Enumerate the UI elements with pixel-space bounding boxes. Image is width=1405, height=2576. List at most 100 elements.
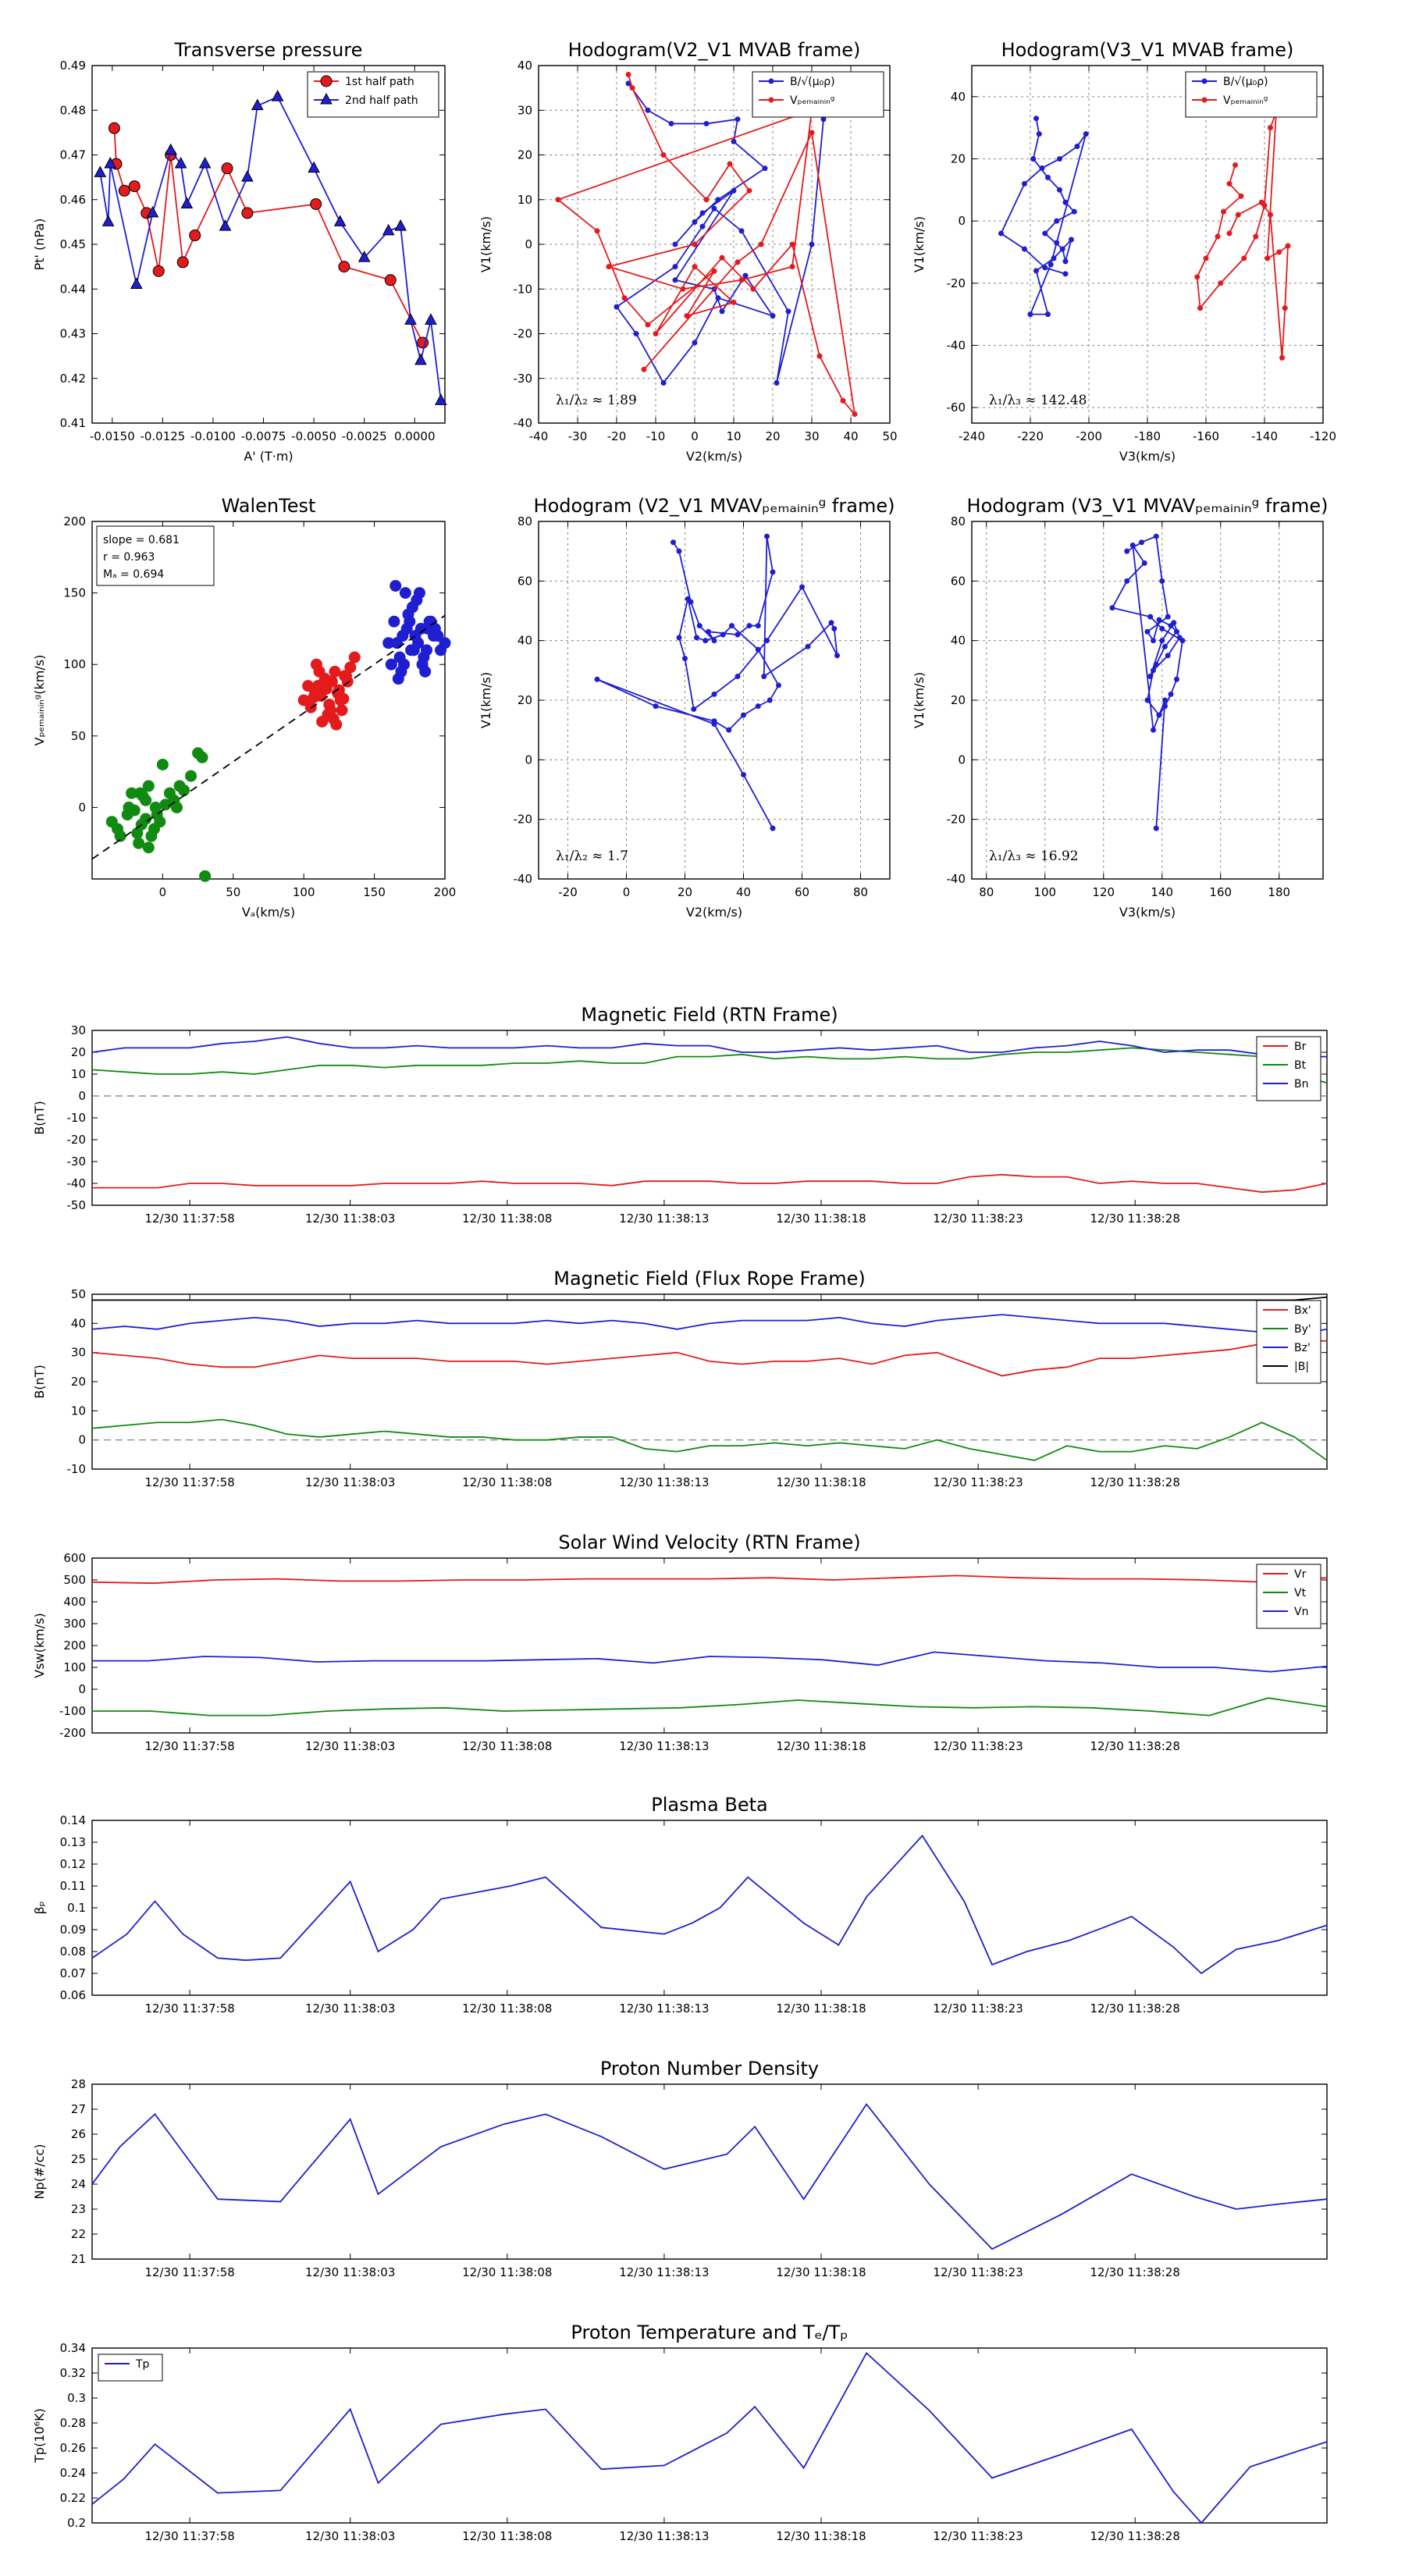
np-ytick-label-7: 28 (71, 2077, 86, 2091)
h2-frame (971, 65, 1324, 424)
h2-series-1-point-16 (1285, 243, 1291, 249)
h1-series-0-point-22 (672, 264, 678, 270)
h1-series-1-point-14 (621, 295, 628, 301)
walen-xtick-label-2: 100 (293, 885, 315, 899)
bflux-title: Magnetic Field (Flux Rope Frame) (553, 1268, 865, 1290)
h4-series-0-point-31 (1156, 712, 1162, 718)
walen-group-2-point-0 (385, 658, 397, 671)
h3-series-0-point-13 (828, 620, 834, 626)
bfield-ytick-label-3: -20 (67, 1133, 87, 1147)
h3-ytick-label-3: 20 (518, 693, 532, 707)
walen-group-1-point-0 (297, 694, 310, 706)
h1-series-0-point-10 (699, 210, 706, 216)
bfield-xtick-label-6: 12/30 11:38:28 (1090, 1212, 1180, 1226)
vsw-ytick-label-1: -100 (59, 1704, 86, 1718)
h4-series-0-point-26 (1109, 605, 1115, 611)
bflux-series-0-line (91, 1340, 1327, 1377)
h2-ytick-label-4: 20 (951, 151, 966, 165)
bfield-legend-label-2: Bn (1294, 1078, 1308, 1091)
np-xtick-label-6: 12/30 11:38:28 (1090, 2265, 1180, 2279)
walen-group-0-point-23 (140, 813, 152, 825)
h1-legend-label-1: Vₚₑₘₐᵢₙᵢₙᵍ (790, 94, 834, 107)
h2-series-0-point-8 (1042, 230, 1048, 237)
bflux-frame (91, 1293, 1328, 1470)
h4-series-0-point-24 (1159, 625, 1165, 632)
h3-ytick-label-6: 80 (518, 514, 532, 528)
h2-series-1-point-2 (1238, 193, 1244, 199)
h1-xtick-label-9: 50 (882, 429, 897, 443)
np-ytick-label-1: 22 (71, 2227, 86, 2241)
h4-series-0-point-23 (1179, 638, 1186, 644)
h2-series-0-point-16 (1048, 262, 1054, 268)
h1-title: Hodogram(V2_V1 MVAB frame) (568, 39, 861, 61)
walen-group-2-point-22 (400, 622, 413, 635)
h1-series-1-point-26 (852, 411, 858, 418)
np-xtick-label-5: 12/30 11:38:23 (933, 2265, 1023, 2279)
h1-series-0-point-0 (625, 80, 631, 87)
h2-series-0-point-20 (1057, 155, 1062, 162)
walen-group-0-point-22 (133, 837, 145, 849)
beta-xtick-label-1: 12/30 11:38:03 (305, 2001, 395, 2016)
vsw-ytick-label-5: 300 (63, 1617, 86, 1631)
h4-xtick-label-1: 100 (1033, 885, 1056, 899)
h1-series-1-point-28 (758, 241, 764, 247)
h1-series-1-point-4 (727, 161, 733, 167)
h4-series-0-point-22 (1174, 676, 1179, 682)
h1-series-1-point-10 (789, 264, 795, 270)
h4-ylabel: V1(km/s) (912, 672, 927, 728)
h4-xtick-label-3: 140 (1151, 885, 1173, 899)
walen-xlabel: Vₐ(km/s) (242, 905, 295, 920)
h2-series-0-point-4 (1057, 187, 1062, 193)
tp-xtick-label-0: -0.0150 (90, 429, 135, 443)
walen-ylabel: Vₚₑₘₐᵢₙᵢₙᵍ(km/s) (32, 655, 47, 746)
h2-ytick-label-2: -20 (947, 276, 966, 290)
np-ytick-label-5: 26 (71, 2127, 86, 2141)
beta-title: Plasma Beta (651, 1794, 767, 1816)
tpt-xtick-label-3: 12/30 11:38:13 (619, 2529, 709, 2543)
bflux-xtick-label-6: 12/30 11:38:28 (1090, 1475, 1180, 1489)
vsw-xtick-label-0: 12/30 11:37:58 (144, 1739, 234, 1753)
tp-series-0-point-3 (128, 180, 140, 193)
h1-series-0-point-24 (711, 205, 717, 212)
h4-ytick-label-5: 60 (951, 574, 966, 588)
tp-ytick-label-2: 0.43 (60, 327, 86, 341)
h2-series-1-point-9 (1241, 255, 1247, 262)
tpt-xtick-label-4: 12/30 11:38:18 (776, 2529, 866, 2543)
h2-series-0-point-21 (1039, 165, 1045, 171)
h1-xtick-label-1: -30 (568, 429, 588, 443)
tp-xtick-label-2: -0.0100 (190, 429, 236, 443)
tpt-title: Proton Temperature and Tₑ/Tₚ (571, 2322, 848, 2343)
beta-ytick-label-1: 0.07 (60, 1966, 86, 1980)
walen-group-0-point-20 (196, 751, 208, 763)
tp-series-1-point-7 (180, 197, 194, 208)
h3-annotation: λ₁/λ₂ ≈ 1.7 (556, 849, 628, 864)
h3-series-0-point-22 (676, 635, 682, 641)
tpt-ytick-label-2: 0.24 (60, 2466, 86, 2480)
tpt-ytick-label-3: 0.26 (60, 2441, 86, 2455)
beta-ylabel: βₚ (32, 1901, 47, 1914)
walen-group-2-point-33 (423, 615, 436, 628)
h2-series-1-point-6 (1194, 274, 1200, 280)
tpt-ytick-label-0: 0.2 (67, 2516, 86, 2530)
h2-series-0-point-15 (1027, 311, 1033, 318)
tpt-ytick-label-7: 0.34 (60, 2341, 86, 2355)
vsw-legend-label-0: Vr (1294, 1568, 1307, 1581)
bfield-ytick-label-1: -40 (67, 1176, 87, 1190)
h4-series-0-point-28 (1141, 560, 1147, 566)
tpt-series-0-line (91, 2351, 1328, 2524)
h1-series-1-point-2 (660, 152, 667, 158)
h2-series-0-point-0 (1033, 116, 1039, 122)
walen-group-1-point-25 (336, 704, 348, 717)
tp-series-1-point-4 (146, 205, 159, 218)
h3-series-0-point-7 (746, 623, 752, 629)
h3-ylabel: V1(km/s) (478, 672, 493, 728)
tp-series-1-point-15 (357, 251, 371, 262)
h2-xtick-label-2: -200 (1076, 429, 1102, 443)
bflux-xtick-label-2: 12/30 11:38:08 (462, 1475, 552, 1489)
h3-series-0-point-20 (691, 706, 697, 712)
tp-series-1-point-0 (94, 165, 107, 177)
h3-ytick-label-2: 0 (525, 753, 532, 767)
h4-series-0-point-2 (1153, 533, 1159, 539)
h1-series-0-point-16 (770, 313, 776, 319)
np-title: Proton Number Density (600, 2058, 819, 2080)
